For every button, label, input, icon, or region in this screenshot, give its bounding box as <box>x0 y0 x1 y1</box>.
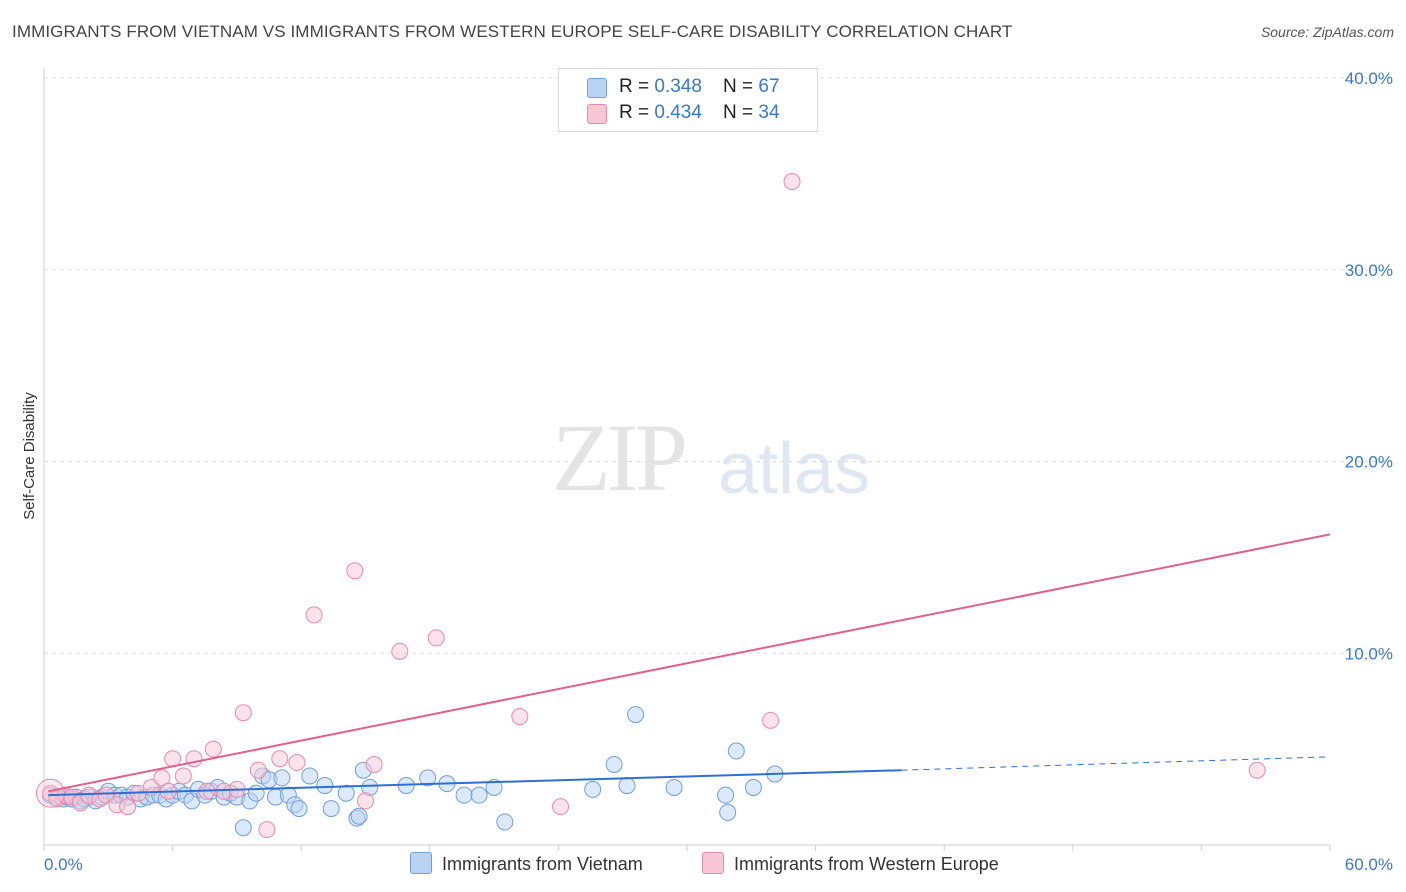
y-tick-label: 30.0% <box>1345 261 1393 280</box>
point-vietnam <box>316 777 334 795</box>
legend-n-value: 67 <box>758 76 780 97</box>
point-vietnam <box>727 742 745 760</box>
bottom-legend-label-vietnam: Immigrants from Vietnam <box>442 854 643 874</box>
legend-r-value: 0.434 <box>654 102 702 123</box>
bottom-legend-swatch-weurope <box>702 852 724 874</box>
legend-swatch-weurope <box>587 104 607 124</box>
x-tick-label: 60.0% <box>1345 855 1393 874</box>
trend-line-vietnam-extension <box>901 756 1331 771</box>
point-weurope <box>365 755 383 773</box>
point-weurope <box>271 750 289 768</box>
series-weurope-points <box>35 173 1266 839</box>
point-weurope <box>288 754 306 772</box>
point-weurope <box>762 711 780 729</box>
y-tick-label: 40.0% <box>1345 69 1393 88</box>
point-weurope <box>305 606 323 624</box>
point-weurope <box>97 786 115 804</box>
legend-text-weurope: R = 0.434 N = 34 <box>619 102 780 124</box>
point-vietnam <box>301 767 319 785</box>
y-tick-label: 20.0% <box>1345 453 1393 472</box>
legend-swatch-vietnam <box>587 78 607 98</box>
point-weurope <box>552 798 570 816</box>
point-vietnam <box>665 778 683 796</box>
point-vietnam <box>455 786 473 804</box>
bottom-legend-weurope: Immigrants from Western Europe <box>702 852 999 875</box>
point-vietnam <box>337 784 355 802</box>
point-vietnam <box>470 786 488 804</box>
legend-text-vietnam: R = 0.348 N = 67 <box>619 76 780 98</box>
trend-lines <box>48 533 1331 797</box>
grid-lines <box>44 77 1392 654</box>
y-axis-label: Self-Care Disability <box>21 392 38 520</box>
chart-title: IMMIGRANTS FROM VIETNAM VS IMMIGRANTS FR… <box>12 22 1013 41</box>
point-weurope <box>234 704 252 722</box>
point-weurope-cluster <box>35 778 65 808</box>
point-vietnam <box>719 803 737 821</box>
bottom-legend-swatch-vietnam <box>410 852 432 874</box>
point-weurope <box>357 792 374 810</box>
bottom-legend-vietnam: Immigrants from Vietnam <box>410 852 643 875</box>
point-vietnam <box>584 780 602 798</box>
point-weurope <box>258 821 276 839</box>
x-tick-label: 0.0% <box>44 855 83 874</box>
point-vietnam <box>350 807 368 825</box>
point-weurope <box>249 761 267 779</box>
source-label: Source: ZipAtlas.com <box>1260 24 1394 40</box>
point-weurope <box>427 629 445 647</box>
watermark-atlas: atlas <box>718 429 871 509</box>
point-weurope <box>511 708 529 726</box>
watermark-zip: ZIP <box>552 404 688 511</box>
point-weurope <box>391 642 409 660</box>
point-weurope <box>119 798 137 816</box>
trend-line-vietnam <box>48 769 902 797</box>
point-vietnam <box>247 784 265 802</box>
point-weurope <box>783 173 801 191</box>
point-vietnam <box>717 786 735 804</box>
legend-n-label: N = <box>723 76 759 97</box>
point-vietnam <box>627 706 645 724</box>
legend-r-label: R = <box>619 76 655 97</box>
point-vietnam <box>419 769 437 787</box>
point-weurope <box>1248 761 1266 779</box>
correlation-legend: R = 0.348 N = 67 R = 0.434 N = 34 <box>558 68 818 132</box>
point-vietnam <box>618 777 636 795</box>
legend-n-label: N = <box>723 102 759 123</box>
point-vietnam <box>322 800 340 818</box>
point-vietnam <box>273 769 291 787</box>
axes <box>43 68 1331 851</box>
legend-n-value: 34 <box>758 102 780 123</box>
point-weurope <box>174 767 192 785</box>
point-weurope <box>204 740 222 758</box>
point-vietnam <box>744 778 762 796</box>
y-tick-label: 10.0% <box>1345 644 1393 663</box>
bottom-legend-label-weurope: Immigrants from Western Europe <box>734 854 999 874</box>
trend-line-weurope <box>48 533 1331 793</box>
tick-labels: 10.0% 20.0% 30.0% 40.0% 0.0% 60.0% <box>44 69 1393 874</box>
point-weurope <box>185 750 203 768</box>
point-vietnam <box>605 755 623 773</box>
legend-r-value: 0.348 <box>654 76 702 97</box>
point-vietnam <box>290 800 308 818</box>
legend-r-label: R = <box>619 102 655 123</box>
point-weurope <box>346 562 364 580</box>
point-vietnam <box>485 778 503 796</box>
point-vietnam <box>496 813 514 831</box>
point-vietnam <box>234 819 252 837</box>
